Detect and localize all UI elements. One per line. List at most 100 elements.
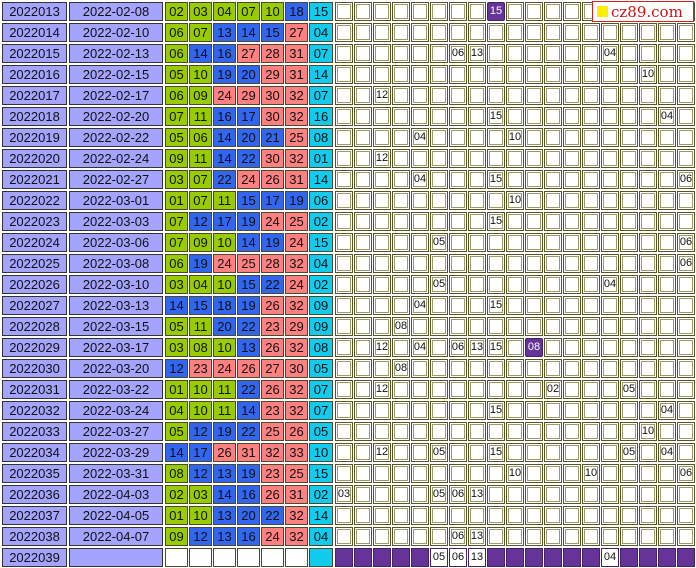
grid-cell[interactable] [639,443,657,462]
grid-cell[interactable] [354,149,372,168]
grid-cell[interactable] [658,170,676,189]
grid-cell[interactable] [525,23,543,42]
grid-cell[interactable] [658,128,676,147]
grid-cell[interactable] [525,233,543,252]
grid-cell[interactable] [544,296,562,315]
grid-cell[interactable] [639,212,657,231]
grid-cell[interactable] [544,401,562,420]
grid-cell[interactable] [544,338,562,357]
grid-cell[interactable] [468,212,486,231]
grid-cell[interactable] [563,464,581,483]
grid-cell[interactable]: 13 [468,485,486,504]
grid-cell[interactable] [354,359,372,378]
grid-cell[interactable] [354,485,372,504]
grid-cell[interactable]: 12 [373,380,391,399]
grid-cell[interactable] [335,2,353,21]
grid-cell[interactable] [430,86,448,105]
grid-cell[interactable] [506,506,524,525]
grid-cell[interactable] [354,317,372,336]
grid-cell[interactable] [601,233,619,252]
grid-cell[interactable] [411,506,429,525]
grid-cell[interactable]: 05 [430,548,448,567]
grid-cell[interactable] [582,317,600,336]
grid-cell[interactable] [658,23,676,42]
grid-cell[interactable] [354,2,372,21]
grid-cell[interactable] [392,86,410,105]
grid-cell[interactable] [354,422,372,441]
grid-cell[interactable] [563,527,581,546]
grid-cell[interactable] [601,170,619,189]
grid-cell[interactable] [658,464,676,483]
grid-cell[interactable] [430,44,448,63]
grid-cell[interactable] [563,191,581,210]
grid-cell[interactable] [601,359,619,378]
grid-cell[interactable] [392,338,410,357]
grid-cell[interactable]: 04 [601,275,619,294]
grid-cell[interactable] [601,380,619,399]
grid-cell[interactable] [468,422,486,441]
grid-cell[interactable] [677,65,695,84]
grid-cell[interactable] [487,527,505,546]
grid-cell[interactable] [658,317,676,336]
grid-cell[interactable] [639,527,657,546]
grid-cell[interactable] [392,170,410,189]
grid-cell[interactable] [373,2,391,21]
grid-cell[interactable] [335,254,353,273]
grid-cell[interactable] [335,506,353,525]
grid-cell[interactable] [506,380,524,399]
grid-cell[interactable] [430,2,448,21]
grid-cell[interactable] [449,401,467,420]
grid-cell[interactable] [430,23,448,42]
grid-cell[interactable] [658,380,676,399]
grid-cell[interactable] [658,275,676,294]
grid-cell[interactable] [525,380,543,399]
grid-cell[interactable] [506,233,524,252]
grid-cell[interactable] [468,254,486,273]
grid-cell[interactable] [563,296,581,315]
grid-cell[interactable] [354,65,372,84]
grid-cell[interactable] [335,380,353,399]
grid-cell[interactable]: 15 [487,401,505,420]
grid-cell[interactable] [449,128,467,147]
grid-cell[interactable]: 13 [468,527,486,546]
grid-cell[interactable] [563,212,581,231]
grid-cell[interactable] [563,2,581,21]
grid-cell[interactable] [582,65,600,84]
grid-cell[interactable] [468,296,486,315]
grid-cell[interactable] [639,275,657,294]
grid-cell[interactable] [449,422,467,441]
grid-cell[interactable] [601,149,619,168]
grid-cell[interactable] [373,65,391,84]
grid-cell[interactable] [658,527,676,546]
grid-cell[interactable]: 08 [392,317,410,336]
grid-cell[interactable] [639,233,657,252]
grid-cell[interactable] [506,254,524,273]
grid-cell[interactable] [506,548,524,567]
grid-cell[interactable] [449,275,467,294]
grid-cell[interactable] [411,254,429,273]
grid-cell[interactable] [449,212,467,231]
grid-cell[interactable]: 04 [601,548,619,567]
grid-cell[interactable] [563,485,581,504]
grid-cell[interactable] [392,212,410,231]
grid-cell[interactable] [563,233,581,252]
grid-cell[interactable] [449,233,467,252]
grid-cell[interactable] [335,338,353,357]
grid-cell[interactable] [335,359,353,378]
grid-cell[interactable] [563,359,581,378]
grid-cell[interactable] [658,233,676,252]
grid-cell[interactable] [430,149,448,168]
grid-cell[interactable] [582,212,600,231]
grid-cell[interactable] [525,191,543,210]
grid-cell[interactable] [639,485,657,504]
grid-cell[interactable] [335,23,353,42]
grid-cell[interactable] [335,233,353,252]
grid-cell[interactable] [392,506,410,525]
grid-cell[interactable] [392,44,410,63]
grid-cell[interactable] [525,422,543,441]
grid-cell[interactable] [620,86,638,105]
grid-cell[interactable] [544,65,562,84]
grid-cell[interactable] [411,23,429,42]
grid-cell[interactable] [354,380,372,399]
grid-cell[interactable] [449,149,467,168]
